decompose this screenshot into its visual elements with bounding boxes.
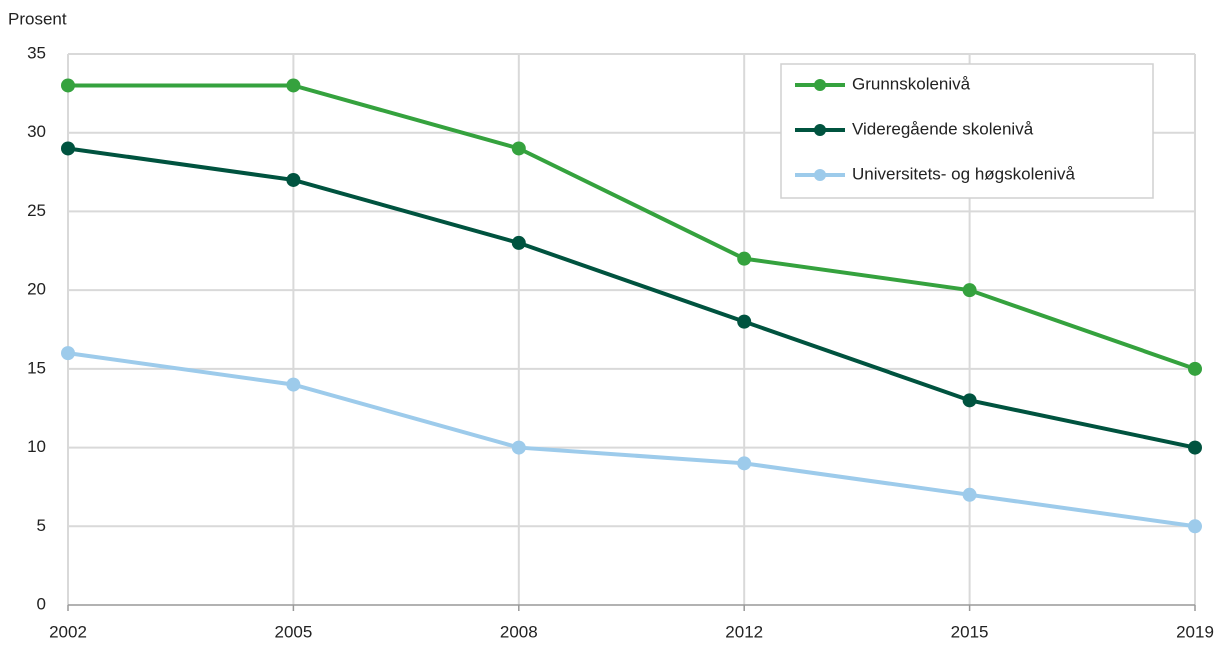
y-tick-label: 35 [27, 43, 46, 62]
point [1188, 440, 1202, 455]
point [962, 487, 977, 502]
point [1188, 519, 1202, 534]
point [737, 456, 752, 471]
point [511, 235, 526, 250]
y-axis-label: Prosent [8, 9, 67, 28]
x-tick-label: 2015 [951, 622, 989, 641]
y-tick-label: 25 [27, 201, 46, 220]
point [286, 377, 301, 392]
series-line [68, 83, 1196, 371]
point [61, 78, 75, 93]
y-tick-label: 20 [27, 280, 46, 299]
point [1188, 361, 1202, 376]
point [737, 251, 752, 266]
legend-swatch-dot [814, 79, 826, 91]
y-tick-label: 15 [27, 358, 46, 377]
point [511, 440, 526, 455]
series-line [67, 146, 1196, 450]
y-tick-label: 10 [27, 437, 46, 456]
point [61, 346, 75, 361]
point [286, 78, 301, 93]
x-tick-label: 2005 [274, 622, 312, 641]
point [61, 141, 75, 156]
y-tick-label: 0 [37, 594, 46, 613]
x-tick-label: 2012 [725, 622, 763, 641]
legend-label: Universitets- og høgskolenivå [852, 164, 1076, 183]
point [962, 393, 977, 408]
point [286, 172, 301, 187]
legend-swatch-dot [814, 169, 826, 181]
legend-swatch-dot [814, 124, 826, 136]
x-tick-label: 2002 [49, 622, 87, 641]
y-tick-label: 5 [37, 516, 46, 535]
series-line [67, 351, 1196, 529]
point [737, 314, 752, 329]
legend-label: Grunnskolenivå [852, 74, 971, 93]
point [962, 283, 977, 298]
x-tick-label: 2008 [500, 622, 538, 641]
legend-label: Videregående skolenivå [852, 119, 1034, 138]
point [511, 141, 526, 156]
y-tick-label: 30 [27, 122, 46, 141]
x-tick-label: 2019 [1176, 622, 1214, 641]
